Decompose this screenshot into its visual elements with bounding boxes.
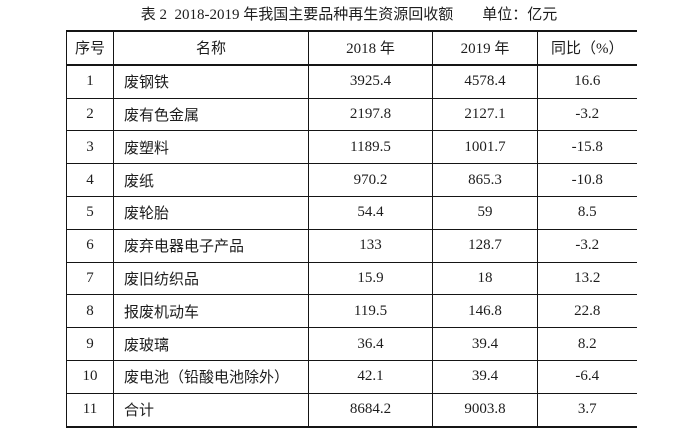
cell-y2018: 3925.4 <box>308 64 433 99</box>
cell-no: 9 <box>66 327 114 361</box>
cell-name: 废有色金属 <box>113 97 309 132</box>
cell-name: 废旧纺织品 <box>113 261 309 296</box>
cell-yoy: -6.4 <box>537 359 637 394</box>
cell-name: 废塑料 <box>113 130 309 165</box>
cell-y2019: 2127.1 <box>432 97 538 132</box>
column-header: 2019 年 <box>432 30 538 66</box>
recycled-resources-table: 序号 名称 2018 年 2019 年同比（%） 1 废钢铁 3925.4 4578.4 16… <box>66 30 637 428</box>
cell-y2019: 18 <box>432 261 538 296</box>
cell-name: 报废机动车 <box>113 294 309 329</box>
cell-y2019: 146.8 <box>432 294 538 329</box>
column-header: 名称 <box>113 30 309 66</box>
cell-no: 2 <box>66 97 114 132</box>
cell-y2018: 2197.8 <box>308 97 433 132</box>
table-row: 4 废纸 970.2 865.3 -10.8 <box>66 163 637 197</box>
cell-y2018: 8684.2 <box>308 392 433 428</box>
cell-yoy: 8.5 <box>537 195 637 230</box>
cell-yoy: 13.2 <box>537 261 637 296</box>
cell-no: 5 <box>66 195 114 230</box>
table-unit-label: 单位：亿元 <box>482 7 558 23</box>
cell-y2018: 15.9 <box>308 261 433 296</box>
cell-y2019: 128.7 <box>432 228 538 263</box>
cell-no: 7 <box>66 261 114 296</box>
cell-no: 6 <box>66 228 114 263</box>
cell-yoy: 3.7 <box>537 392 637 428</box>
table-row: 8 报废机动车 119.5 146.8 22.8 <box>66 294 637 329</box>
cell-no: 1 <box>66 64 114 99</box>
table-caption-text: 表 2 2018-2019 年我国主要品种再生资源回收额 <box>140 7 454 23</box>
cell-no: 8 <box>66 294 114 329</box>
cell-y2018: 970.2 <box>308 163 433 197</box>
cell-y2019: 9003.8 <box>432 392 538 428</box>
table-row: 11 合计 8684.2 9003.8 3.7 <box>66 392 637 428</box>
cell-y2018: 1189.5 <box>308 130 433 165</box>
table-row: 10 废电池（铅酸电池除外） 42.1 39.4 -6.4 <box>66 359 637 394</box>
table-row: 5 废轮胎 54.4 59 8.5 <box>66 195 637 230</box>
cell-name: 废弃电器电子产品 <box>113 228 309 263</box>
cell-y2019: 865.3 <box>432 163 538 197</box>
cell-y2019: 1001.7 <box>432 130 538 165</box>
cell-yoy: 8.2 <box>537 327 637 361</box>
table-row: 1 废钢铁 3925.4 4578.4 16.6 <box>66 64 637 99</box>
column-header: 2018 年 <box>308 30 433 66</box>
table-row: 3 废塑料 1189.5 1001.7 -15.8 <box>66 130 637 165</box>
cell-name: 废玻璃 <box>113 327 309 361</box>
cell-no: 3 <box>66 130 114 165</box>
cell-name: 废钢铁 <box>113 64 309 99</box>
table-row: 2 废有色金属 2197.8 2127.1 -3.2 <box>66 97 637 132</box>
cell-y2019: 39.4 <box>432 359 538 394</box>
header-row: 序号 名称 2018 年 2019 年同比（%） <box>66 30 637 66</box>
cell-yoy: -15.8 <box>537 130 637 165</box>
table-caption: 表 2 2018-2019 年我国主要品种再生资源回收额 单位：亿元 <box>0 6 698 25</box>
cell-y2018: 42.1 <box>308 359 433 394</box>
cell-no: 11 <box>66 392 114 428</box>
table-row: 7 废旧纺织品 15.9 18 13.2 <box>66 261 637 296</box>
cell-y2018: 119.5 <box>308 294 433 329</box>
cell-y2018: 36.4 <box>308 327 433 361</box>
cell-no: 10 <box>66 359 114 394</box>
cell-y2018: 133 <box>308 228 433 263</box>
cell-no: 4 <box>66 163 114 197</box>
cell-y2019: 59 <box>432 195 538 230</box>
column-header: 同比（%） <box>537 30 637 66</box>
cell-y2018: 54.4 <box>308 195 433 230</box>
cell-y2019: 39.4 <box>432 327 538 361</box>
cell-name: 废轮胎 <box>113 195 309 230</box>
cell-yoy: -3.2 <box>537 228 637 263</box>
cell-name: 废电池（铅酸电池除外） <box>113 359 309 394</box>
cell-yoy: -3.2 <box>537 97 637 132</box>
cell-name: 合计 <box>113 392 309 428</box>
cell-yoy: 22.8 <box>537 294 637 329</box>
table-body: 1 废钢铁 3925.4 4578.4 16.6 2 废有色金属 2197.8 2127.1 -3… <box>66 64 637 428</box>
cell-name: 废纸 <box>113 163 309 197</box>
cell-yoy: 16.6 <box>537 64 637 99</box>
table-row: 6 废弃电器电子产品 133 128.7 -3.2 <box>66 228 637 263</box>
column-header: 序号 <box>66 30 114 66</box>
table-row: 9 废玻璃 36.4 39.4 8.2 <box>66 327 637 361</box>
cell-y2019: 4578.4 <box>432 64 538 99</box>
cell-yoy: -10.8 <box>537 163 637 197</box>
